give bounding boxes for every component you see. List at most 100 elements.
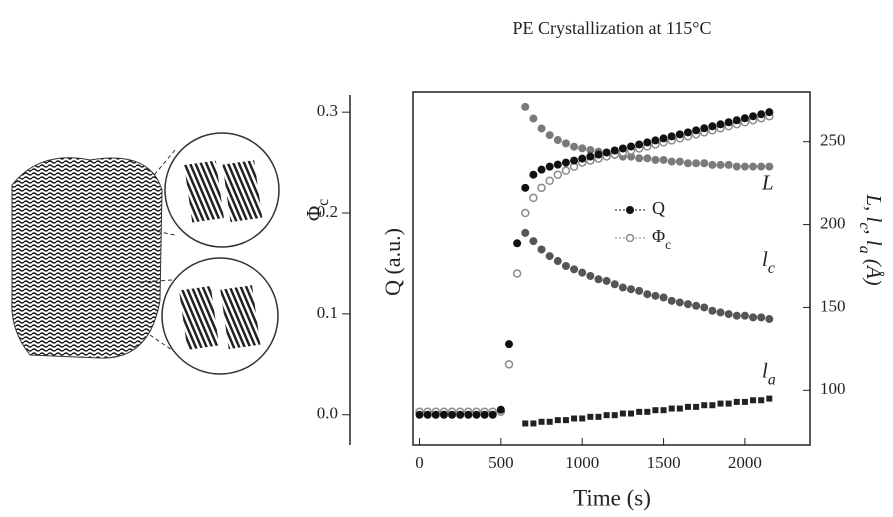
point xyxy=(439,410,448,419)
y-tick-label: 0.0 xyxy=(317,404,338,423)
point xyxy=(561,262,570,271)
x-tick-label: 2000 xyxy=(728,453,762,472)
x-tick-label: 1500 xyxy=(647,453,681,472)
point xyxy=(733,398,740,405)
x-tick-label: 0 xyxy=(415,453,424,472)
point xyxy=(561,166,571,175)
point xyxy=(765,108,774,117)
point xyxy=(595,413,602,420)
point xyxy=(480,410,489,419)
point xyxy=(553,257,562,266)
point xyxy=(594,150,603,159)
point xyxy=(758,397,765,404)
point xyxy=(594,275,603,284)
point xyxy=(724,310,733,319)
y-tick-label: 0.1 xyxy=(317,303,338,322)
point xyxy=(749,112,758,121)
point xyxy=(709,402,716,409)
point xyxy=(545,131,554,140)
point xyxy=(668,405,675,412)
point xyxy=(553,136,562,145)
point xyxy=(675,130,684,139)
series-annotation: lc xyxy=(762,247,775,277)
point xyxy=(740,162,749,171)
legend-marker xyxy=(626,206,634,214)
point xyxy=(700,124,709,133)
point xyxy=(750,397,757,404)
point xyxy=(561,139,570,148)
point xyxy=(667,296,676,305)
point xyxy=(740,114,749,123)
y-axis-title: Φc xyxy=(302,199,332,221)
point xyxy=(529,114,538,123)
series-annotation: la xyxy=(762,358,776,388)
point xyxy=(496,405,505,414)
point xyxy=(619,410,626,417)
point xyxy=(635,154,644,163)
point xyxy=(741,398,748,405)
point xyxy=(529,170,538,179)
legend-label: Q xyxy=(652,198,665,218)
subscript: c xyxy=(856,222,873,229)
text-run: l xyxy=(762,247,768,271)
point xyxy=(554,417,561,424)
point xyxy=(716,308,725,317)
text-run: Φ xyxy=(652,226,665,246)
point xyxy=(423,410,432,419)
point xyxy=(636,408,643,415)
point xyxy=(504,340,513,349)
text-run: , l xyxy=(862,229,886,246)
spherulite-schematic xyxy=(11,132,280,375)
text-run: Φ xyxy=(302,206,326,221)
y2-tick-label: 150 xyxy=(820,296,846,315)
point xyxy=(628,410,635,417)
y-tick-label: 0.3 xyxy=(317,101,338,120)
point xyxy=(708,160,717,169)
x-tick-label: 500 xyxy=(488,453,514,472)
point xyxy=(692,301,701,310)
legend-marker xyxy=(625,233,635,243)
point xyxy=(586,271,595,280)
point xyxy=(700,303,709,312)
point xyxy=(618,144,627,153)
point xyxy=(537,124,546,133)
point xyxy=(448,410,457,419)
point xyxy=(504,360,514,369)
point xyxy=(578,144,587,153)
point xyxy=(521,183,530,192)
point xyxy=(537,183,546,193)
point xyxy=(652,407,659,414)
point xyxy=(684,403,691,410)
point xyxy=(603,412,610,419)
point xyxy=(724,118,733,127)
point xyxy=(676,405,683,412)
point xyxy=(651,291,660,300)
q-axis-title: Q (a.u.) xyxy=(380,228,405,296)
point xyxy=(675,157,684,166)
text-run: l xyxy=(762,358,768,382)
point xyxy=(635,140,644,149)
point xyxy=(545,176,554,186)
point xyxy=(692,159,701,168)
point xyxy=(431,410,440,419)
point xyxy=(749,162,758,171)
point xyxy=(732,162,741,171)
point xyxy=(456,410,465,419)
point xyxy=(732,311,741,320)
point xyxy=(683,159,692,168)
point xyxy=(521,102,530,111)
subscript: c xyxy=(768,260,775,277)
point xyxy=(643,138,652,147)
point xyxy=(716,160,725,169)
point xyxy=(749,313,758,322)
point xyxy=(610,146,619,155)
y-tick-label: 0.2 xyxy=(317,202,338,221)
point xyxy=(545,252,554,261)
point xyxy=(757,110,766,119)
point xyxy=(757,162,766,171)
point xyxy=(659,134,668,143)
point xyxy=(553,160,562,169)
subscript: c xyxy=(315,199,332,206)
point xyxy=(570,142,579,151)
